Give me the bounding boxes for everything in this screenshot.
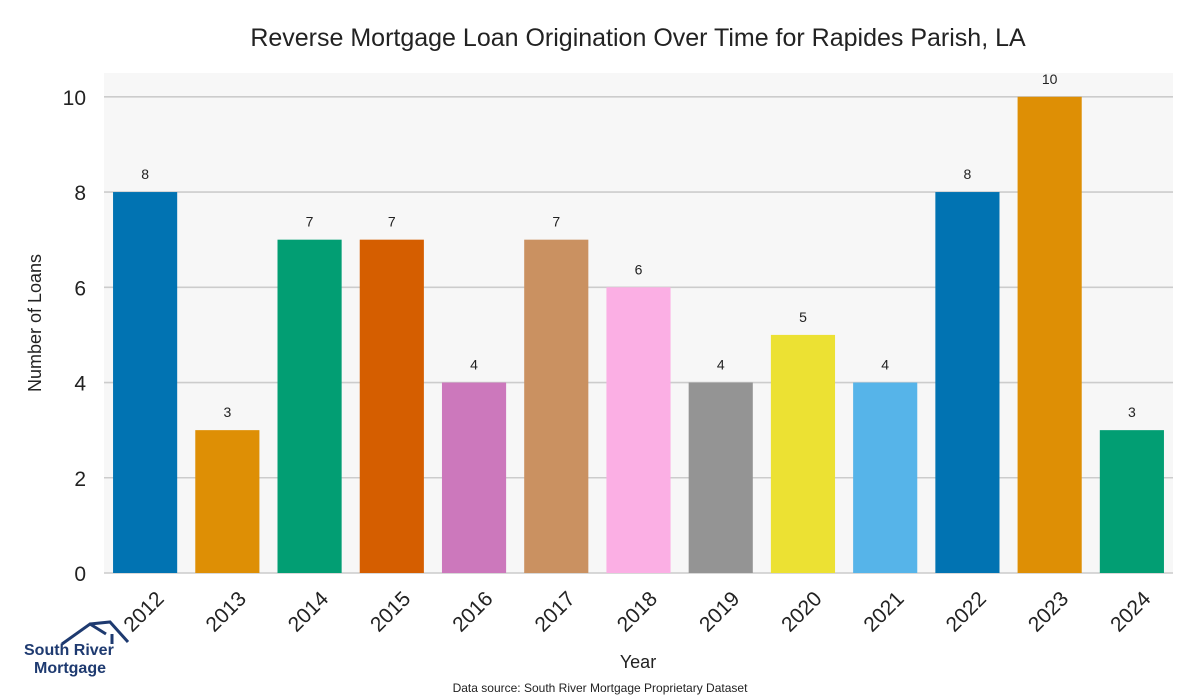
chart-title: Reverse Mortgage Loan Origination Over T… (250, 24, 1026, 52)
house-icon (61, 620, 130, 646)
bar (770, 334, 836, 573)
logo-line-2: Mortgage (34, 660, 106, 677)
bar-value-label: 10 (1042, 71, 1058, 87)
bar (113, 192, 178, 574)
y-tick-label: 10 (63, 87, 86, 110)
company-logo: South River Mortgage (20, 620, 130, 682)
x-tick-label: 2023 (1024, 587, 1073, 636)
bar (935, 192, 1000, 574)
y-tick-label: 6 (74, 277, 86, 300)
bar-value-label: 4 (881, 357, 889, 373)
x-tick-label: 2018 (613, 587, 662, 636)
y-tick-label: 2 (74, 468, 86, 491)
bar (441, 382, 507, 573)
bar (277, 239, 342, 573)
bar (195, 430, 260, 573)
bar-value-label: 3 (1128, 404, 1136, 420)
bar-value-label: 8 (964, 166, 972, 182)
bar-value-label: 7 (388, 214, 396, 230)
bar (606, 287, 671, 573)
bar (1099, 430, 1164, 573)
x-tick-label: 2016 (448, 587, 497, 636)
bar (688, 382, 753, 573)
y-axis-label: Number of Loans (25, 254, 45, 392)
bar-value-label: 4 (470, 357, 478, 373)
x-tick-label: 2021 (859, 587, 908, 636)
x-tick-label: 2022 (942, 587, 991, 636)
bar-value-label: 3 (223, 404, 231, 420)
y-tick-label: 4 (74, 373, 86, 396)
x-tick-label: 2013 (202, 587, 251, 636)
x-tick-label: 2014 (284, 587, 334, 637)
x-tick-label: 2020 (777, 587, 826, 636)
bar-value-label: 8 (141, 166, 149, 182)
bar-value-label: 7 (552, 214, 560, 230)
logo-line-1: South River (24, 642, 114, 659)
y-tick-label: 8 (74, 182, 86, 205)
x-tick-label: 2015 (366, 587, 415, 636)
bar-value-label: 7 (306, 214, 314, 230)
x-tick-label: 2017 (531, 587, 580, 636)
data-labels: 8 3 7 7 4 7 6 4 5 4 8 10 3 (141, 71, 1136, 420)
x-axis-label: Year (620, 652, 656, 672)
bar (853, 382, 918, 573)
y-axis-ticks: 0 2 4 6 8 10 (63, 87, 87, 586)
x-tick-label: 2024 (1106, 587, 1156, 637)
x-axis-ticks: 2012 2013 2014 2015 2016 2017 2018 2019 2020 2021… (119, 587, 1155, 637)
data-source-note: Data source: South River Mortgage Propri… (452, 681, 748, 695)
bar (359, 239, 424, 573)
y-tick-label: 0 (74, 563, 86, 586)
bar-value-label: 5 (799, 309, 807, 325)
bar (1017, 96, 1082, 574)
bar-value-label: 4 (717, 357, 725, 373)
bar-value-label: 6 (635, 261, 643, 277)
bars (113, 96, 1164, 574)
bar (524, 239, 589, 573)
x-tick-label: 2019 (695, 587, 744, 636)
